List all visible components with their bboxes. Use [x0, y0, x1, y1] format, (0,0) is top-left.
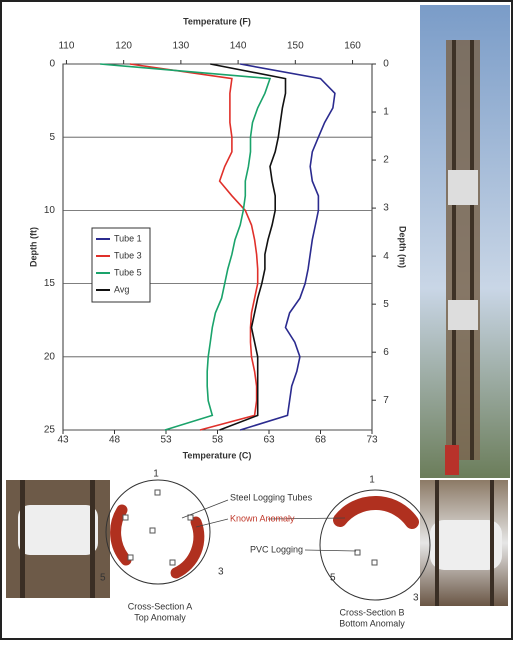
y2-axis-title: Depth (m)	[398, 226, 408, 268]
x-tick-label: 53	[160, 435, 172, 446]
section-title: Cross-Section B	[339, 607, 404, 617]
label-pvc: PVC Logging	[250, 544, 303, 554]
section-title: Cross-Section A	[128, 601, 193, 611]
section-title: Top Anomaly	[134, 612, 186, 622]
photo-column	[420, 5, 510, 478]
x-tick-label: 48	[109, 435, 121, 446]
x2-tick-label: 150	[287, 41, 304, 52]
y-tick-label: 10	[44, 205, 56, 216]
y-tick-label: 25	[44, 425, 56, 436]
x-axis-title: Temperature (C)	[183, 450, 252, 460]
y2-tick-label: 4	[383, 251, 389, 262]
y2-tick-label: 2	[383, 155, 389, 166]
photo-right	[420, 480, 508, 606]
legend-label: Tube 1	[114, 233, 142, 243]
section-number: 3	[413, 593, 419, 604]
x-tick-label: 63	[263, 435, 275, 446]
legend-label: Tube 5	[114, 267, 142, 277]
section-number: 1	[369, 475, 375, 486]
legend-label: Tube 3	[114, 250, 142, 260]
x2-tick-label: 110	[58, 41, 74, 52]
x2-tick-label: 130	[173, 41, 190, 52]
x2-tick-label: 120	[115, 41, 132, 52]
x-tick-label: 58	[212, 435, 224, 446]
y-axis-title: Depth (ft)	[28, 227, 38, 267]
y2-tick-label: 0	[383, 59, 389, 70]
y-tick-label: 20	[44, 351, 56, 362]
x2-axis-title: Temperature (F)	[183, 16, 251, 26]
section-number: 3	[218, 567, 224, 578]
x2-tick-label: 160	[344, 41, 361, 52]
label-steel: Steel Logging Tubes	[230, 492, 313, 502]
y-tick-label: 5	[49, 132, 55, 143]
legend-label: Avg	[114, 284, 129, 294]
x-tick-label: 68	[315, 435, 327, 446]
label-anomaly: Known Anomaly	[230, 513, 295, 523]
y2-tick-label: 7	[383, 395, 389, 406]
y2-tick-label: 3	[383, 203, 389, 214]
section-number: 5	[330, 573, 336, 584]
section-number: 5	[100, 573, 106, 584]
section-title: Bottom Anomaly	[339, 618, 405, 628]
x-tick-label: 73	[366, 435, 378, 446]
x-tick-label: 43	[57, 435, 69, 446]
photo-left	[6, 480, 110, 598]
y2-tick-label: 5	[383, 299, 389, 310]
section-number: 1	[153, 469, 159, 480]
x2-tick-label: 140	[230, 41, 247, 52]
y-tick-label: 0	[49, 59, 55, 70]
y-tick-label: 15	[44, 278, 56, 289]
figure: 1 3 5 Cross-Section A Top Anomaly 1 3 5 …	[0, 0, 513, 640]
y2-tick-label: 1	[383, 107, 389, 118]
y2-tick-label: 6	[383, 347, 389, 358]
